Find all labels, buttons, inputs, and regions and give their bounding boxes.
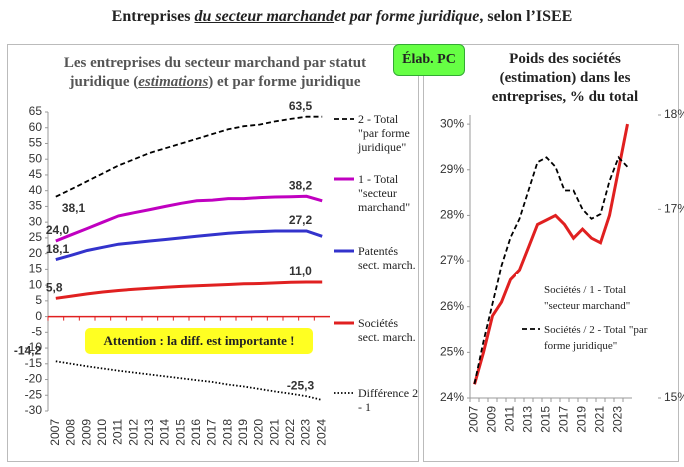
legend-label: Patentés sect. march. bbox=[358, 244, 416, 272]
y-tick-label: -20 bbox=[25, 372, 43, 386]
y2-tick-label: 15% bbox=[664, 390, 684, 404]
title-part: Entreprises bbox=[111, 8, 195, 25]
right-panel bbox=[423, 44, 679, 462]
y-tick-label: 27% bbox=[440, 253, 464, 267]
x-tick-label: 2020 bbox=[252, 419, 266, 446]
data-label: 63,5 bbox=[289, 99, 313, 113]
y-tick-label: 24% bbox=[440, 390, 464, 404]
legend-label: Sociétés sect. march. bbox=[358, 316, 416, 344]
y-tick-label: 65 bbox=[29, 104, 43, 118]
title-part: Les entreprises du secteur marchand par … bbox=[63, 55, 367, 90]
data-label: 18,1 bbox=[46, 242, 70, 256]
chart-title: Poids des sociétés (estimation) dans les… bbox=[491, 51, 639, 105]
x-tick-label: 2017 bbox=[205, 419, 219, 446]
series-line bbox=[473, 155, 629, 384]
x-tick-label: 2021 bbox=[593, 406, 607, 433]
x-tick-label: 2022 bbox=[283, 419, 297, 446]
y-tick-label: 30 bbox=[29, 214, 43, 228]
x-tick-label: 2019 bbox=[575, 406, 589, 433]
page-title: Entreprises du secteur marchandet par fo… bbox=[0, 8, 684, 26]
y-tick-label: -25 bbox=[25, 387, 43, 401]
data-label: -25,3 bbox=[287, 378, 315, 392]
y-tick-label: 28% bbox=[440, 208, 464, 222]
x-tick-label: 2024 bbox=[314, 419, 328, 446]
x-tick-label: 2017 bbox=[557, 406, 571, 433]
title-part: du secteur marchand bbox=[194, 8, 335, 25]
legend-label: Différence 2 - 1 bbox=[358, 386, 419, 414]
y-tick-label: 25% bbox=[440, 345, 464, 359]
badge: Élab. PC bbox=[393, 44, 465, 76]
title-part: ) et par forme juridique bbox=[208, 74, 361, 90]
y-tick-label: 40 bbox=[29, 183, 43, 197]
x-tick-label: 2012 bbox=[126, 419, 140, 446]
x-tick-label: 2008 bbox=[64, 419, 78, 446]
x-tick-label: 2023 bbox=[611, 406, 625, 433]
x-tick-label: 2011 bbox=[503, 406, 517, 432]
data-label: 38,2 bbox=[289, 179, 313, 193]
x-tick-label: 2018 bbox=[220, 419, 234, 446]
x-tick-label: 2013 bbox=[142, 419, 156, 446]
y2-tick-label: 18% bbox=[664, 107, 684, 121]
y-tick-label: -5 bbox=[31, 324, 42, 338]
y-tick-label: 15 bbox=[29, 262, 43, 276]
data-label: 5,8 bbox=[46, 280, 63, 294]
data-label: 27,2 bbox=[289, 213, 313, 227]
data-label: -14,2 bbox=[14, 343, 42, 357]
y-tick-label: 25 bbox=[29, 230, 43, 244]
y-tick-label: 29% bbox=[440, 162, 464, 176]
x-tick-label: 2007 bbox=[48, 419, 62, 446]
y-tick-label: 55 bbox=[29, 136, 43, 150]
x-tick-label: 2007 bbox=[467, 406, 481, 433]
x-tick-label: 2011 bbox=[111, 419, 125, 445]
series-line bbox=[55, 360, 323, 401]
x-tick-label: 2013 bbox=[521, 406, 535, 433]
x-tick-label: 2009 bbox=[485, 406, 499, 433]
warning-note: Attention : la diff. est importante ! bbox=[85, 328, 313, 354]
series-line bbox=[55, 229, 323, 262]
data-label: 11,0 bbox=[289, 264, 312, 278]
series-line bbox=[473, 123, 629, 385]
chart-title: Les entreprises du secteur marchand par … bbox=[50, 54, 380, 92]
y-tick-label: -10 bbox=[25, 340, 43, 354]
y-tick-label: 26% bbox=[440, 299, 464, 313]
series-line bbox=[55, 115, 323, 198]
legend-label: 2 - Total "par forme juridique" bbox=[358, 112, 410, 154]
y-tick-label: 60 bbox=[29, 120, 43, 134]
y-tick-label: 20 bbox=[29, 246, 43, 260]
series-line bbox=[55, 280, 323, 300]
title-part: et par forme juridique bbox=[334, 8, 480, 25]
legend-box bbox=[516, 274, 666, 360]
y-tick-label: -30 bbox=[25, 403, 43, 417]
x-tick-label: 2015 bbox=[539, 406, 553, 433]
x-tick-label: 2015 bbox=[173, 419, 187, 446]
x-tick-label: 2021 bbox=[267, 419, 281, 446]
y2-tick-label: 17% bbox=[664, 202, 684, 216]
y-tick-label: 50 bbox=[29, 151, 43, 165]
left-panel bbox=[7, 44, 419, 462]
legend-label: 1 - Total "secteur marchand" bbox=[358, 172, 411, 214]
x-tick-label: 2016 bbox=[189, 419, 203, 446]
title-part: estimations bbox=[138, 74, 209, 90]
x-tick-label: 2009 bbox=[79, 419, 93, 446]
y-tick-label: 35 bbox=[29, 199, 43, 213]
y-tick-label: 45 bbox=[29, 167, 43, 181]
y-tick-label: 5 bbox=[35, 293, 42, 307]
legend-label: Sociétés / 2 - Total "par forme juridiqu… bbox=[544, 324, 648, 352]
x-tick-label: 2010 bbox=[95, 419, 109, 446]
y-tick-label: -15 bbox=[25, 356, 43, 370]
data-label: 38,1 bbox=[62, 201, 86, 215]
x-tick-label: 2014 bbox=[158, 419, 172, 446]
y-tick-label: 30% bbox=[440, 116, 464, 130]
x-tick-label: 2023 bbox=[299, 419, 313, 446]
data-label: 24,0 bbox=[46, 223, 70, 237]
x-tick-label: 2019 bbox=[236, 419, 250, 446]
title-part: , selon l’ISEE bbox=[479, 8, 573, 25]
y-tick-label: 0 bbox=[35, 309, 42, 323]
y-tick-label: 10 bbox=[29, 277, 43, 291]
legend-label: Sociétés / 1 - Total "secteur marchand" bbox=[544, 284, 631, 312]
series-line bbox=[55, 194, 323, 243]
